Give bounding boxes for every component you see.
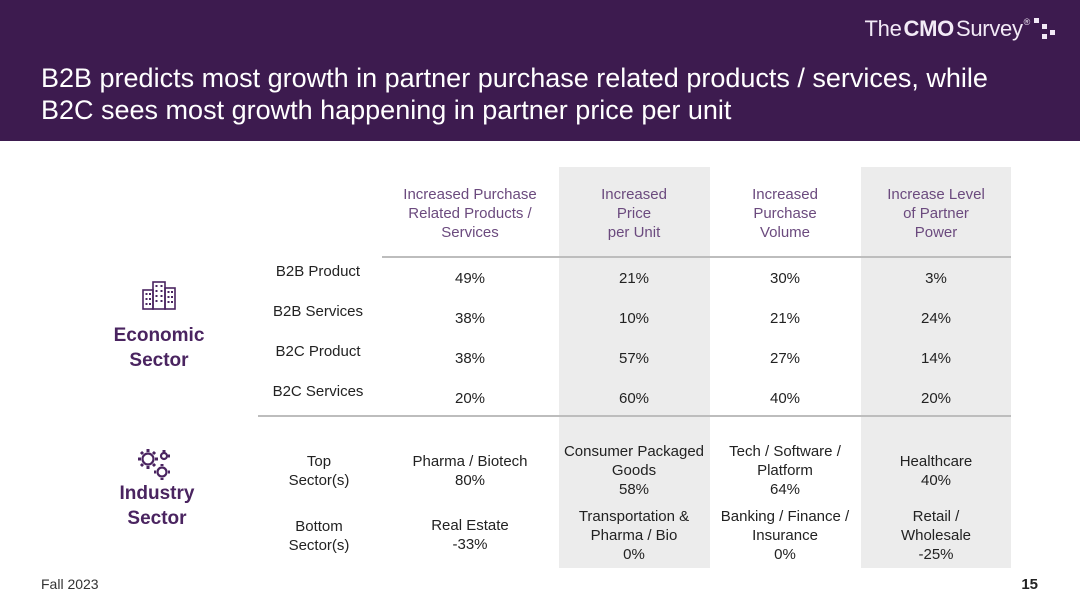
column-header-line: of Partner [903,205,969,222]
table-cell: 21% [769,310,801,327]
table-cell: 40% [769,390,801,407]
slide-title-line-2: B2C sees most growth happening in partne… [41,95,732,125]
economic-sector-label: Economic Sector [84,323,234,373]
cell-line: Real Estate [431,517,509,534]
cell-line: Tech / Software / [729,443,841,460]
table-cell: 3% [925,270,947,287]
cell-line: Healthcare [899,453,973,470]
cell-line: Platform [757,462,813,479]
column-header-line: Purchase [753,205,817,222]
row-label-b2c-product: B2C Product [275,343,361,360]
industry-sector-label: Industry Sector [82,481,232,531]
column-header-line: per Unit [607,224,661,241]
column-header-line: Increased [601,186,667,203]
row-label-b2c-services: B2C Services [272,383,364,400]
table-cell: Tech / Software / Platform 64% [710,442,860,499]
table-cell: Transportation & Pharma / Bio 0% [559,507,709,564]
buildings-icon [142,281,176,310]
logo-survey: Survey [955,16,1023,41]
cell-line: 0% [774,546,796,563]
cell-line: Insurance [752,527,818,544]
header-banner: The CMO Survey ® B2B predicts most growt… [0,0,1080,141]
table-cell: Pharma / Biotech 80% [395,452,545,490]
table-cell: 57% [618,350,650,367]
cell-line: Transportation & [578,508,690,525]
table-cell: 38% [454,350,486,367]
logo-cmo: CMO [903,16,955,41]
row-label-line: Top [306,453,332,470]
sector-label-line: Economic [113,325,205,346]
column-header-line: Increased Purchase [403,186,537,203]
column-header-purchase-related: Increased Purchase Related Products / Se… [395,185,545,242]
cell-line: 40% [920,472,952,489]
row-label-b2b-product: B2B Product [275,263,361,280]
shaded-column-price [559,167,710,568]
table-cell: 21% [618,270,650,287]
row-label-b2b-services: B2B Services [272,303,364,320]
table-cell: 20% [454,390,486,407]
header-divider [382,256,1011,258]
cmo-survey-logo: The CMO Survey ® [865,16,1056,42]
row-label-line: Sector(s) [288,472,350,489]
cell-line: 64% [769,481,801,498]
table-cell: 14% [920,350,952,367]
column-header-line: Increased [752,186,818,203]
cell-line: Wholesale [900,527,972,544]
cell-line: Pharma / Bio [590,527,678,544]
logo-registered-mark: ® [1023,17,1031,27]
gears-icon [138,449,170,480]
cell-line: Pharma / Biotech [412,453,528,470]
table-cell: 20% [920,390,952,407]
cell-line: Banking / Finance / [720,508,850,525]
table-cell: 60% [618,390,650,407]
table-cell: Consumer Packaged Goods 58% [559,442,709,499]
column-header-partner-power: Increase Level of Partner Power [861,185,1011,242]
footer-date: Fall 2023 [41,576,99,592]
cell-line: 0% [623,546,645,563]
column-header-line: Volume [759,224,811,241]
row-label-line: Sector(s) [288,537,350,554]
slide-title-line-1: B2B predicts most growth in partner purc… [41,63,988,93]
cell-line: Goods [611,462,657,479]
table-cell: 10% [618,310,650,327]
cell-line: 80% [454,472,486,489]
column-header-line: Related Products / [408,205,532,222]
logo-dots-icon [1034,18,1056,40]
column-header-purchase-volume: Increased Purchase Volume [710,185,860,242]
table-cell: 24% [920,310,952,327]
table-cell: Retail / Wholesale -25% [861,507,1011,564]
row-label-bottom-sectors: Bottom Sector(s) [244,517,394,555]
cell-line: 58% [618,481,650,498]
column-header-line: Power [914,224,958,241]
row-label-line: Bottom [295,518,343,535]
table-cell: Healthcare 40% [861,452,1011,490]
table-cell: Banking / Finance / Insurance 0% [710,507,860,564]
cell-line: -33% [452,536,488,553]
page-number: 15 [1021,576,1038,593]
section-divider [258,415,1011,417]
column-header-line: Services [441,224,499,241]
table-cell: 38% [454,310,486,327]
table-cell: 27% [769,350,801,367]
table-cell: 30% [769,270,801,287]
column-header-price-per-unit: Increased Price per Unit [559,185,709,242]
table-cell: 49% [454,270,486,287]
sector-label-line: Sector [129,350,189,371]
cell-line: -25% [918,546,954,563]
sector-label-line: Sector [127,508,187,529]
cell-line: Consumer Packaged [563,443,705,460]
logo-the: The [864,16,902,41]
table-cell: Real Estate -33% [395,516,545,554]
column-header-line: Price [616,205,652,222]
shaded-column-power [861,167,1011,568]
row-label-top-sectors: Top Sector(s) [244,452,394,490]
column-header-line: Increase Level [887,186,985,203]
slide-title: B2B predicts most growth in partner purc… [41,62,1041,126]
sector-label-line: Industry [119,483,195,504]
cell-line: Retail / [912,508,960,525]
